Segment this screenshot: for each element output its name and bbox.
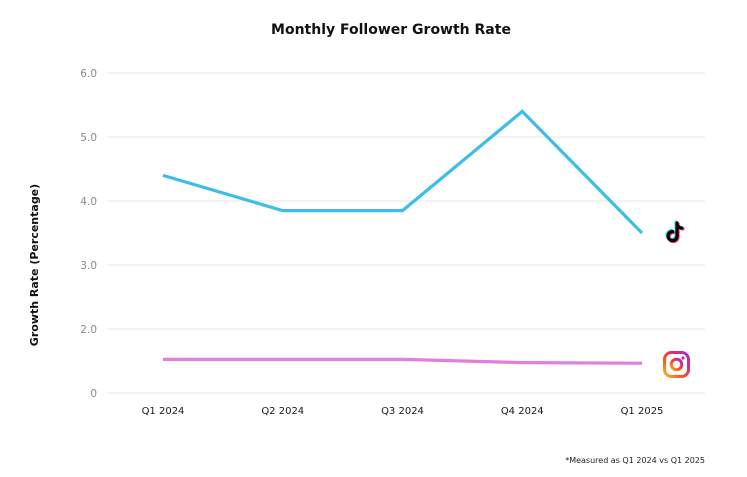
y-tick-label: 3.0 xyxy=(80,260,97,272)
series-instagram xyxy=(162,357,643,365)
footnote: *Measured as Q1 2024 vs Q1 2025 xyxy=(565,456,705,465)
series xyxy=(162,109,644,365)
x-tick-label: Q3 2024 xyxy=(381,406,424,417)
y-tick-label: 2.0 xyxy=(80,324,97,336)
series-tiktok xyxy=(162,109,644,235)
y-tick-label: 4.0 xyxy=(80,196,97,208)
chart-title: Monthly Follower Growth Rate xyxy=(271,22,511,38)
series-line-tiktok xyxy=(162,109,644,235)
series-line-instagram xyxy=(163,357,643,365)
x-tick-label: Q1 2024 xyxy=(142,406,185,417)
y-tick-label: 0 xyxy=(90,388,97,400)
tiktok-icon xyxy=(665,220,685,244)
gridlines xyxy=(108,72,705,394)
y-tick-label: 6.0 xyxy=(80,68,97,80)
x-axis-ticks: Q1 2024 Q2 2024 Q3 2024 Q4 2024 Q1 2025 xyxy=(142,406,664,417)
x-tick-label: Q2 2024 xyxy=(261,406,304,417)
y-axis-label: Growth Rate (Percentage) xyxy=(28,184,41,346)
y-axis-ticks: 0 2.0 3.0 4.0 5.0 6.0 xyxy=(80,68,97,400)
instagram-icon xyxy=(663,351,690,378)
y-tick-label: 5.0 xyxy=(80,132,97,144)
x-tick-label: Q1 2025 xyxy=(621,406,664,417)
x-tick-label: Q4 2024 xyxy=(501,406,544,417)
